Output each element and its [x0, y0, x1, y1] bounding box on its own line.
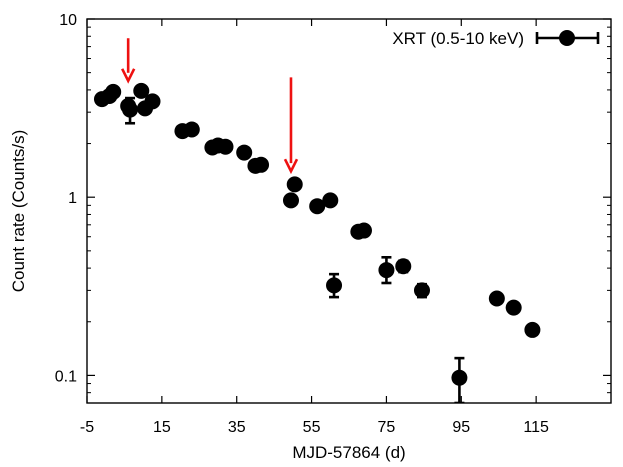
- x-tick-label: 55: [303, 419, 321, 436]
- data-marker: [326, 277, 343, 294]
- data-marker: [451, 369, 468, 386]
- data-point: [253, 156, 270, 173]
- data-point: [451, 356, 468, 403]
- data-point: [183, 121, 200, 138]
- data-marker: [282, 192, 299, 209]
- data-marker: [217, 138, 234, 155]
- data-marker: [413, 282, 430, 299]
- data-marker: [183, 121, 200, 138]
- data-marker: [395, 258, 412, 275]
- data-marker: [488, 290, 505, 307]
- plot-frame: [86, 18, 612, 404]
- data-marker: [355, 222, 372, 239]
- arrow-head: [121, 68, 136, 84]
- data-marker: [286, 176, 303, 193]
- x-tick-label: 75: [378, 419, 396, 436]
- data-point: [105, 83, 122, 100]
- data-points: [93, 82, 541, 403]
- legend: XRT (0.5-10 keV): [392, 29, 600, 48]
- data-marker: [122, 101, 139, 118]
- data-marker: [105, 83, 122, 100]
- x-axis-label: MJD-57864 (d): [292, 443, 405, 462]
- data-point: [395, 258, 412, 275]
- legend-point: [559, 30, 575, 46]
- data-point: [524, 321, 541, 338]
- red-arrow: [283, 77, 299, 175]
- y-axis-label: Count rate (Counts/s): [9, 130, 28, 293]
- y-tick-label: 0.1: [55, 368, 77, 385]
- data-point: [413, 282, 430, 299]
- data-point: [236, 144, 253, 161]
- arrow-head: [283, 158, 299, 175]
- data-marker: [133, 82, 150, 99]
- data-point: [378, 255, 395, 285]
- minor-ticks: [87, 26, 611, 404]
- red-arrow: [121, 38, 136, 84]
- data-point: [133, 82, 150, 99]
- data-point: [488, 290, 505, 307]
- data-point: [122, 96, 139, 125]
- data-marker: [505, 299, 522, 316]
- x-tick-label: 95: [452, 419, 470, 436]
- y-tick-label: 10: [59, 12, 77, 29]
- data-marker: [378, 262, 395, 279]
- data-marker: [144, 93, 161, 110]
- x-tick-label: 115: [523, 419, 549, 436]
- x-tick-label: -5: [80, 419, 94, 436]
- data-marker: [309, 198, 326, 215]
- data-point: [309, 198, 326, 215]
- x-tick-label: 35: [228, 419, 246, 436]
- annotation-arrows: [121, 38, 299, 175]
- legend-label: XRT (0.5-10 keV): [392, 29, 524, 48]
- data-marker: [322, 192, 339, 209]
- data-point: [326, 272, 343, 299]
- data-marker: [236, 144, 253, 161]
- data-point: [322, 192, 339, 209]
- data-point: [217, 138, 234, 155]
- data-point: [286, 176, 303, 193]
- data-point: [505, 299, 522, 316]
- x-tick-label: 15: [153, 419, 171, 436]
- legend-marker: [535, 30, 600, 46]
- data-marker: [524, 321, 541, 338]
- data-point: [144, 93, 161, 110]
- data-point: [355, 222, 372, 239]
- axes: -5 15 35 55 75 95 115 0.1 1 10: [55, 12, 611, 436]
- data-point: [282, 192, 299, 209]
- data-marker: [253, 156, 270, 173]
- y-tick-label: 1: [68, 190, 77, 207]
